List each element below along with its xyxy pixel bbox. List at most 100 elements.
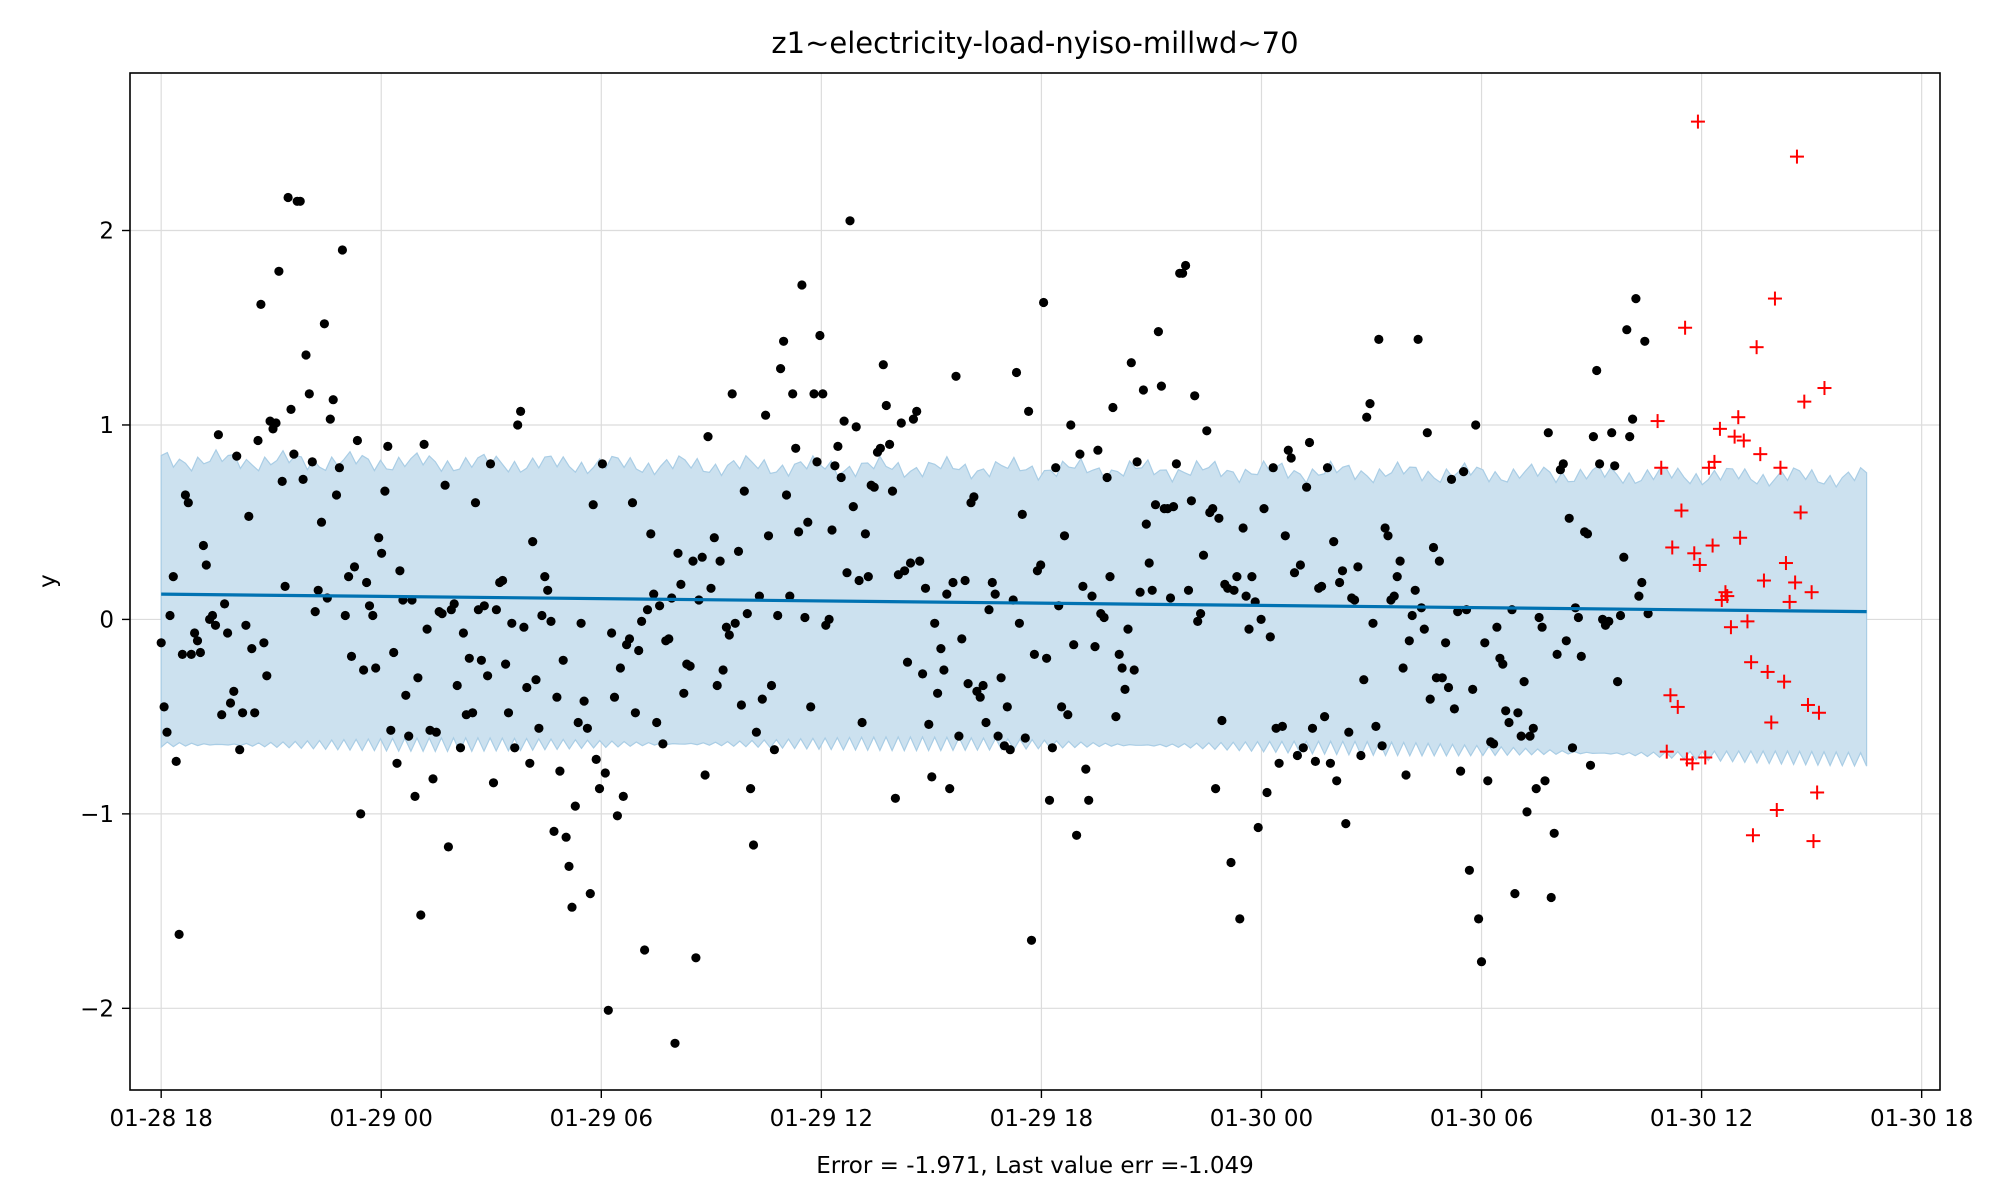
observed-point xyxy=(1178,268,1188,278)
future-point xyxy=(1650,414,1665,429)
observed-point xyxy=(724,630,734,640)
observed-point xyxy=(301,350,311,360)
observed-point xyxy=(875,443,886,453)
observed-point xyxy=(1087,591,1097,601)
observed-point xyxy=(1084,795,1094,805)
observed-point xyxy=(797,280,807,290)
observed-point xyxy=(470,498,481,508)
observed-point xyxy=(908,414,919,424)
observed-point xyxy=(1256,614,1266,625)
observed-point xyxy=(295,196,305,206)
observed-point xyxy=(637,616,647,627)
y-tick-label: 2 xyxy=(99,219,114,245)
observed-point xyxy=(1217,715,1227,726)
observed-point xyxy=(827,525,837,535)
observed-point xyxy=(933,688,943,698)
observed-point xyxy=(364,601,375,611)
observed-point xyxy=(963,679,973,689)
observed-point xyxy=(262,671,272,681)
observed-point xyxy=(1226,857,1236,868)
observed-point xyxy=(1410,585,1420,595)
observed-point xyxy=(1558,459,1568,469)
observed-point xyxy=(410,791,420,802)
observed-point xyxy=(951,371,961,381)
observed-point xyxy=(564,861,574,872)
observed-point xyxy=(383,441,393,451)
observed-point xyxy=(845,216,855,226)
observed-point xyxy=(761,410,771,420)
observed-point xyxy=(839,416,849,426)
observed-point xyxy=(1531,784,1541,794)
observed-point xyxy=(525,758,535,768)
observed-point xyxy=(1401,770,1411,780)
observed-point xyxy=(1198,550,1209,560)
observed-point xyxy=(1099,612,1109,623)
observed-point xyxy=(1610,461,1620,471)
observed-point xyxy=(455,743,466,753)
observed-point xyxy=(1253,822,1263,833)
observed-point xyxy=(1516,731,1526,741)
observed-point xyxy=(1181,260,1191,271)
observed-point xyxy=(930,618,940,628)
observed-point xyxy=(298,474,308,484)
observed-points xyxy=(156,192,1653,1048)
observed-point xyxy=(1138,385,1148,395)
observed-point xyxy=(1615,610,1626,621)
observed-point xyxy=(942,589,952,599)
observed-point xyxy=(1262,787,1272,798)
observed-point xyxy=(1283,445,1293,455)
observed-point xyxy=(766,680,777,691)
observed-point xyxy=(1193,616,1203,627)
observed-point xyxy=(618,791,628,802)
observed-point xyxy=(579,696,589,706)
observed-point xyxy=(1310,756,1320,767)
observed-point xyxy=(337,245,347,255)
observed-point xyxy=(1443,682,1454,693)
observed-point xyxy=(1120,684,1130,695)
observed-point xyxy=(1446,474,1457,484)
observed-point xyxy=(987,577,997,588)
observed-point xyxy=(1156,381,1166,391)
observed-point xyxy=(878,360,888,370)
observed-point xyxy=(978,680,988,691)
observed-point xyxy=(207,610,218,621)
observed-point xyxy=(1419,624,1429,634)
observed-point xyxy=(507,618,517,628)
observed-point xyxy=(954,731,964,741)
observed-point xyxy=(1093,445,1103,455)
future-point xyxy=(1670,699,1685,714)
observed-point xyxy=(703,432,713,442)
observed-point xyxy=(443,842,453,852)
observed-point xyxy=(1422,428,1432,438)
observed-point xyxy=(283,192,293,203)
observed-point xyxy=(691,953,701,963)
observed-point xyxy=(325,414,335,424)
observed-point xyxy=(1286,453,1296,463)
observed-point xyxy=(869,482,879,492)
observed-point xyxy=(576,618,586,628)
observed-point xyxy=(1114,649,1124,660)
observed-point xyxy=(1078,581,1088,592)
observed-point xyxy=(1383,531,1393,541)
observed-point xyxy=(371,663,381,673)
future-point xyxy=(1678,320,1693,335)
observed-point xyxy=(709,533,719,543)
observed-point xyxy=(1141,519,1151,529)
observed-point xyxy=(1492,622,1502,632)
observed-point xyxy=(1501,706,1511,716)
future-point xyxy=(1707,454,1722,469)
observed-point xyxy=(1268,463,1278,473)
observed-point xyxy=(1280,531,1290,541)
observed-point xyxy=(679,688,689,698)
observed-point xyxy=(1504,717,1514,728)
observed-point xyxy=(483,671,493,681)
observed-point xyxy=(1359,675,1369,685)
observed-point xyxy=(1117,663,1127,673)
observed-point xyxy=(900,566,910,576)
observed-point xyxy=(498,575,508,586)
observed-point xyxy=(180,490,190,500)
observed-point xyxy=(1332,776,1342,786)
observed-point xyxy=(1129,665,1139,675)
observed-point xyxy=(733,546,744,557)
observed-point xyxy=(836,472,846,483)
